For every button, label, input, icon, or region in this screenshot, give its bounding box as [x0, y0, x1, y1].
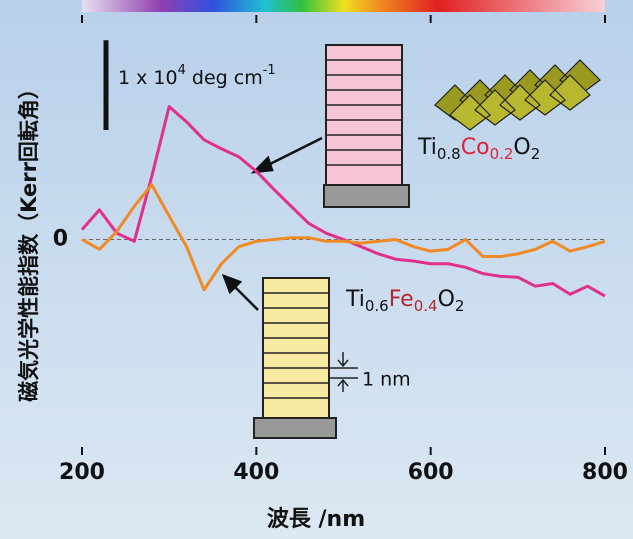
size-label: 1 nm [362, 369, 411, 391]
series-label-part: Ti [417, 135, 437, 160]
y-tick-label: 0 [53, 226, 68, 251]
x-tick-label: 400 [233, 460, 279, 485]
series-label: Ti0.6Fe0.4O2 [345, 287, 464, 315]
scale-bar-part: -1 [263, 63, 276, 78]
series-label-part: 0.4 [414, 297, 438, 315]
page: {"chart_data": { "type": "line", "x_labe… [0, 0, 633, 539]
series-label-part: 0.2 [490, 145, 514, 163]
series-label-part: O [438, 287, 455, 312]
y-axis-label: 磁気光学性能指数（Kerr回転角） [17, 78, 41, 402]
series-label-part: 0.6 [365, 297, 389, 315]
series-label-part: Fe [389, 287, 414, 312]
scale-bar-part: 1 x 10 [118, 67, 178, 89]
series-label-part: 2 [455, 297, 465, 315]
series-label-part: Ti [345, 287, 365, 312]
series-label: Ti0.8Co0.2O2 [417, 135, 540, 163]
chart: 1 x 104 deg cm-1 1 nm 波長 /nm 磁気光学性能指数（Ke… [0, 0, 633, 539]
scale-bar-label: 1 x 104 deg cm-1 [118, 63, 276, 89]
scale-bar-part: 4 [178, 63, 186, 78]
series-label-part: 0.8 [437, 145, 461, 163]
x-axis-label: 波長 /nm [267, 507, 365, 532]
series-label-part: Co [461, 135, 490, 160]
scale-bar-part: deg cm [186, 67, 263, 89]
x-tick-label: 200 [59, 460, 105, 485]
series-label-part: O [513, 135, 530, 160]
co-stack [324, 45, 409, 207]
series-label-part: 2 [531, 145, 541, 163]
spectrum-bar [82, 0, 605, 12]
x-tick-label: 600 [408, 460, 454, 485]
x-tick-label: 800 [582, 460, 628, 485]
